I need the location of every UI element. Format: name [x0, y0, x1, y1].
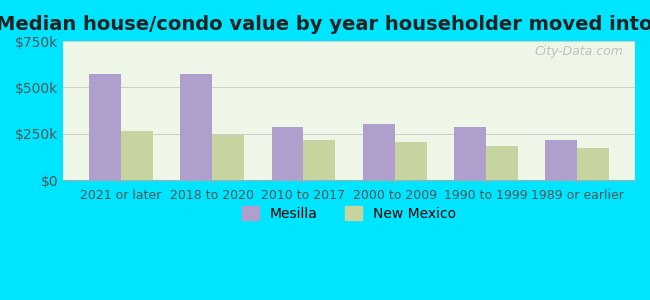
Bar — [577, 148, 609, 180]
Bar — [395, 142, 426, 180]
Bar — [180, 74, 213, 180]
Legend: Mesilla, New Mexico: Mesilla, New Mexico — [237, 200, 462, 226]
Bar — [304, 140, 335, 180]
Bar — [272, 127, 304, 180]
Bar — [486, 146, 518, 180]
Bar — [89, 74, 121, 180]
Bar — [121, 131, 153, 180]
Bar — [545, 140, 577, 180]
Bar — [213, 135, 244, 180]
Bar — [363, 124, 395, 180]
Title: Median house/condo value by year householder moved into unit: Median house/condo value by year househo… — [0, 15, 650, 34]
Text: City-Data.com: City-Data.com — [535, 45, 623, 58]
Bar — [454, 127, 486, 180]
